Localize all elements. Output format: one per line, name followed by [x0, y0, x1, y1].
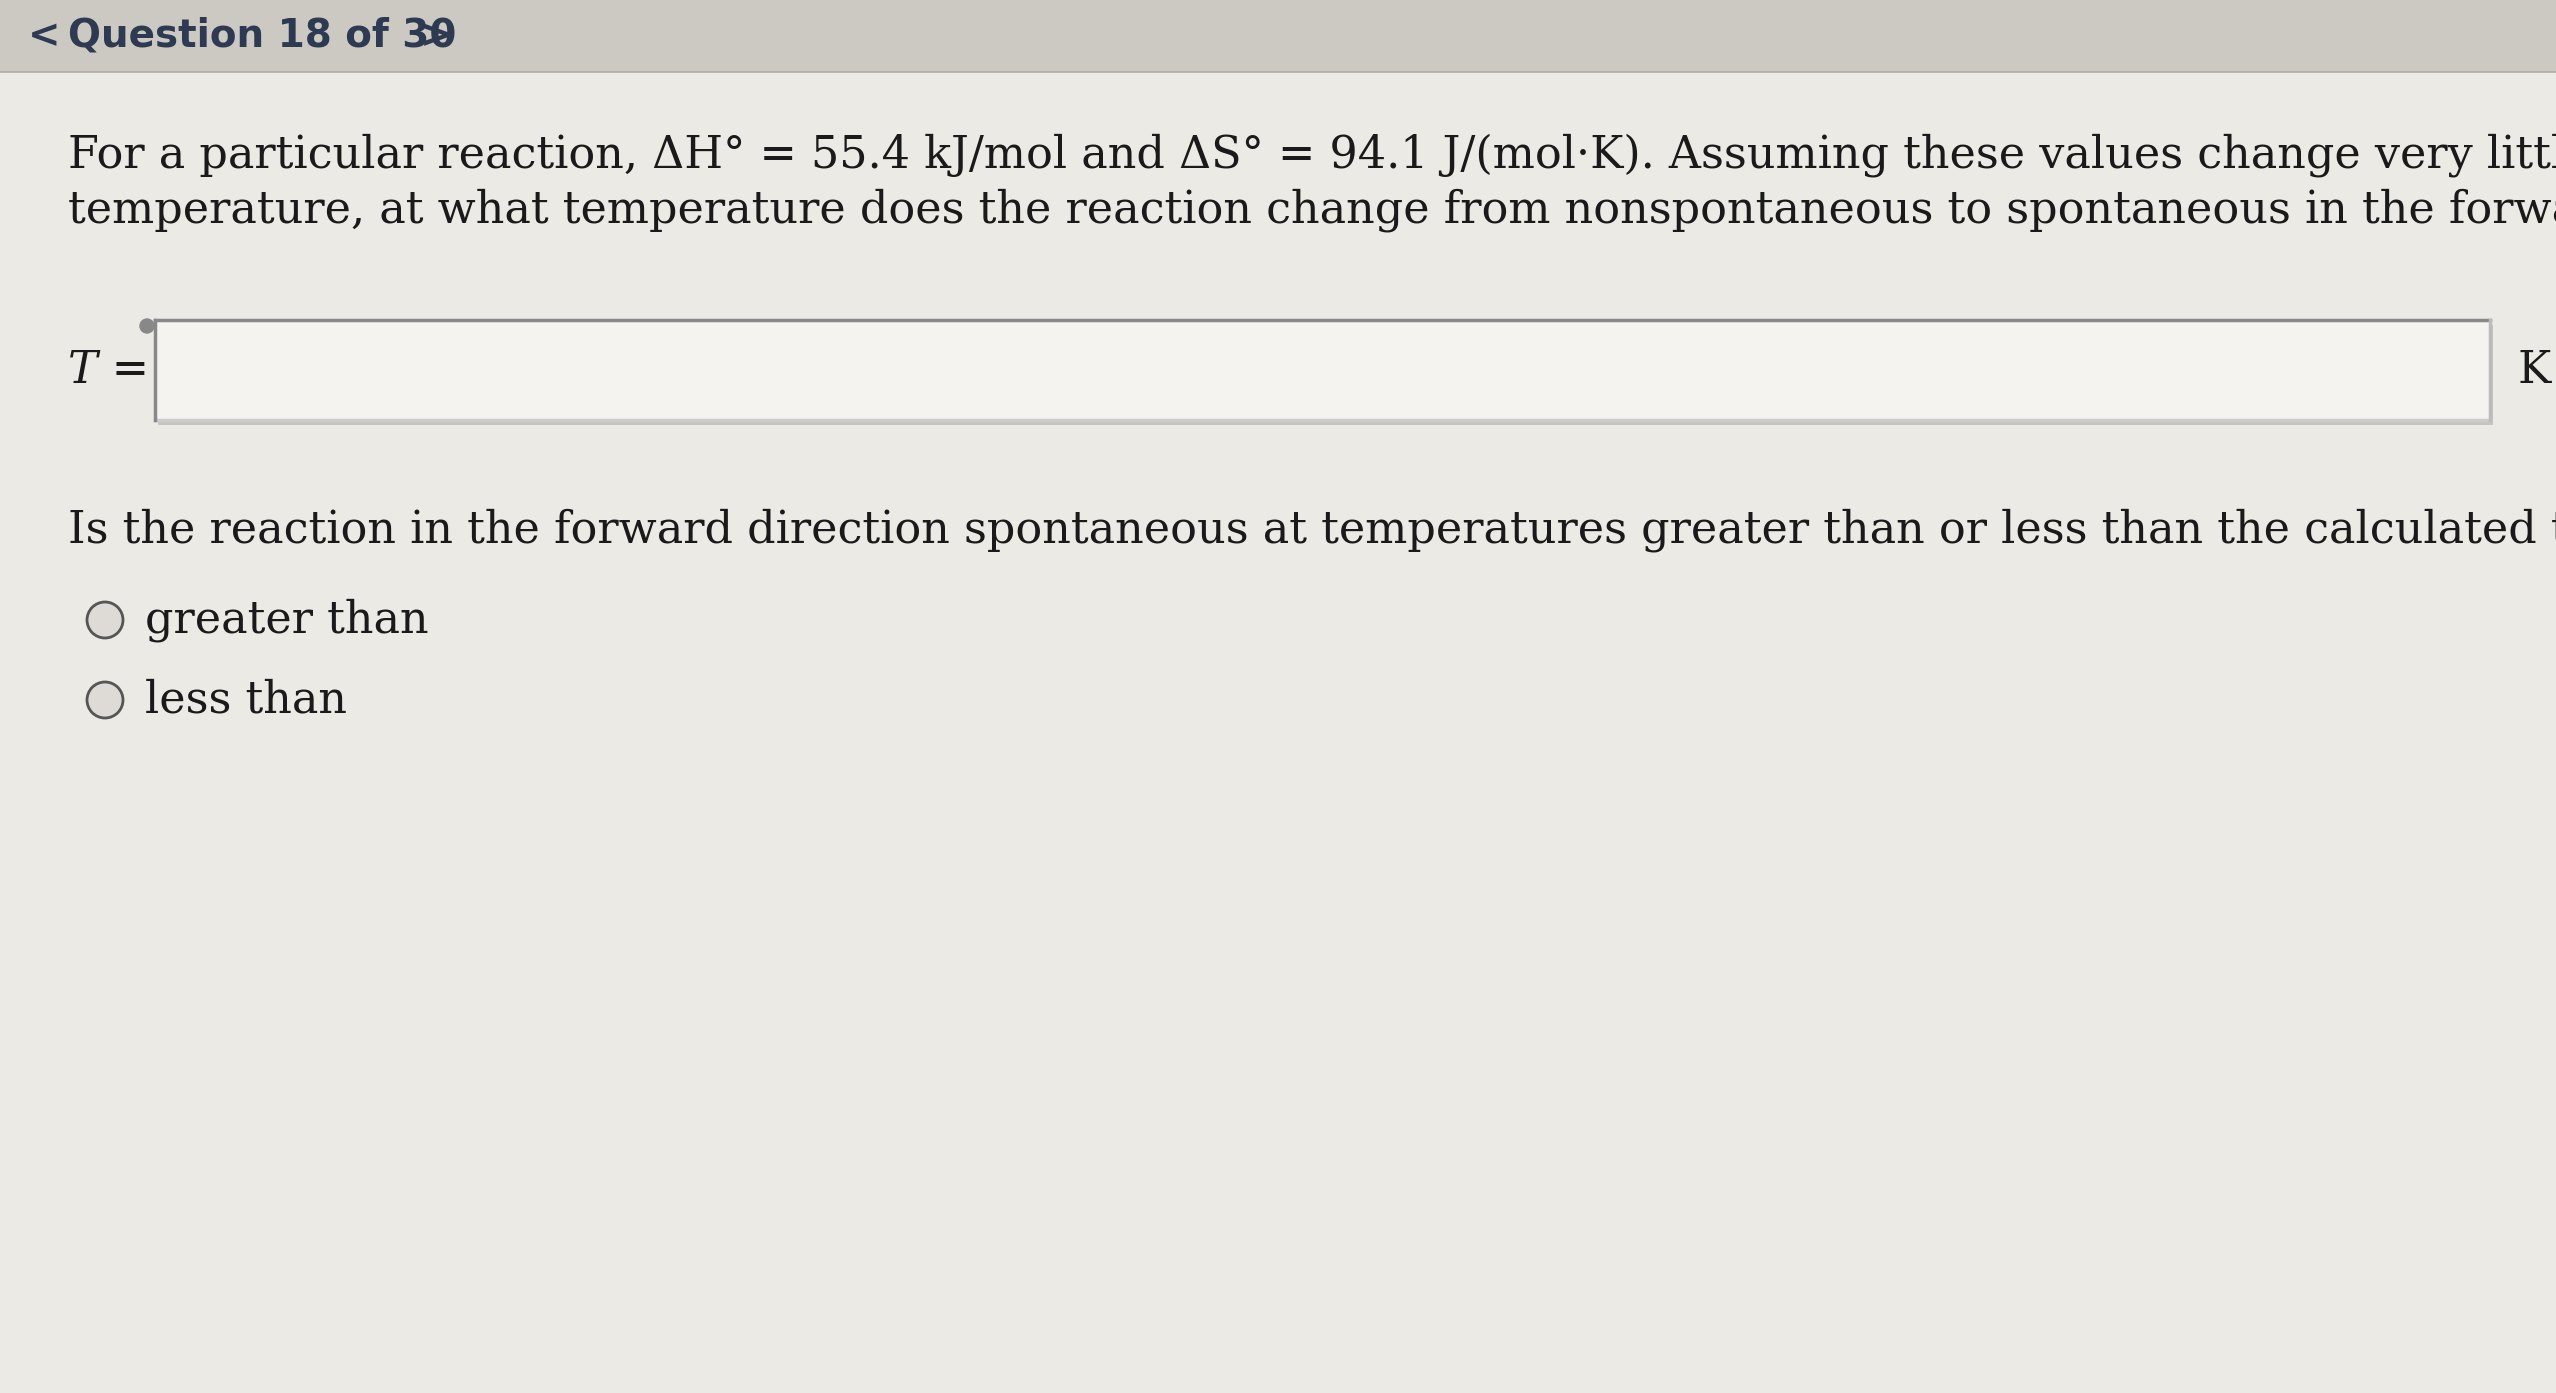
Text: Question 18 of 30: Question 18 of 30 [69, 17, 458, 54]
Text: Is the reaction in the forward direction spontaneous at temperatures greater tha: Is the reaction in the forward direction… [69, 508, 2556, 552]
Bar [158, 325, 2492, 425]
Circle shape [141, 319, 153, 333]
Text: temperature, at what temperature does the reaction change from nonspontaneous to: temperature, at what temperature does th… [69, 188, 2556, 231]
Bar [0, 0, 2556, 72]
Text: <: < [28, 17, 61, 54]
Text: >: > [419, 17, 452, 54]
Circle shape [87, 683, 123, 717]
Text: less than: less than [146, 678, 348, 722]
Text: For a particular reaction, ΔH° = 55.4 kJ/mol and ΔS° = 94.1 J/(mol·K). Assuming : For a particular reaction, ΔH° = 55.4 kJ… [69, 134, 2556, 177]
Text: K: K [2518, 348, 2551, 391]
Circle shape [87, 602, 123, 638]
Text: greater than: greater than [146, 598, 429, 642]
Bar [156, 320, 2490, 421]
Text: T =: T = [69, 348, 148, 391]
